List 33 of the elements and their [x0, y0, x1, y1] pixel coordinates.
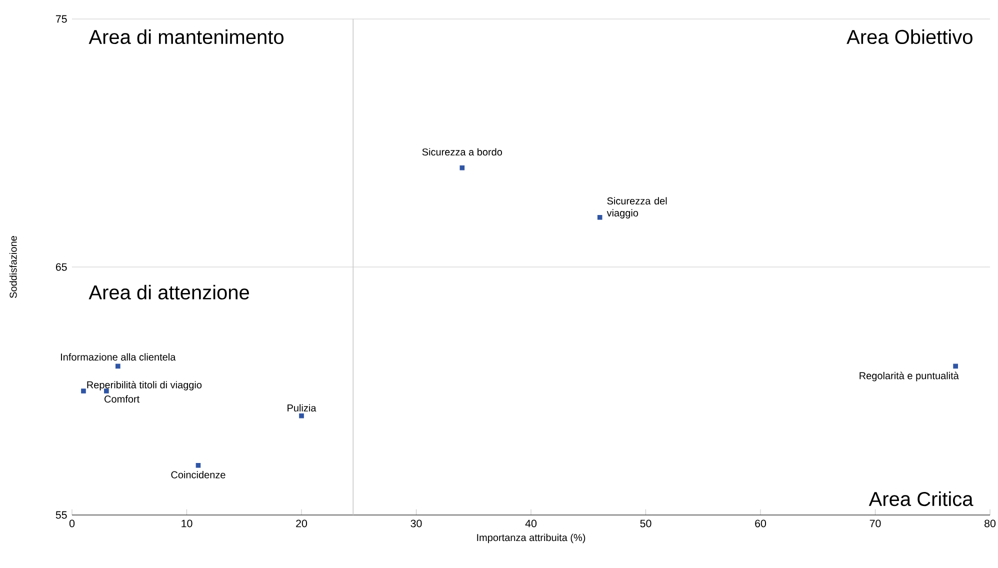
y-tick-label: 75 [56, 15, 67, 23]
y-tick-label: 55 [56, 511, 67, 519]
annotation: Area di attenzione [88, 284, 249, 300]
x-axis-title: Importanza attribuita (%) [477, 534, 586, 544]
annotation: Sicurezza a bordo [422, 148, 502, 156]
point [81, 388, 86, 394]
y-axis-title: Soddisfazione [9, 236, 17, 298]
x-tick-label: 40 [525, 520, 537, 528]
x-tick-label: 80 [984, 520, 996, 528]
point [953, 364, 958, 369]
annotation: Area Critica [868, 491, 974, 506]
point [116, 364, 120, 369]
annotation: Area di mantenimento [88, 29, 284, 44]
x-tick-label: 10 [182, 520, 192, 528]
annotation: Comfort [104, 395, 140, 403]
annotation: Reperibilità titoli di viaggio [87, 380, 202, 390]
point [299, 413, 304, 418]
point [597, 214, 602, 220]
x-tick-label: 70 [870, 520, 881, 528]
annotation: Coincidenze [171, 471, 226, 478]
x-tick-label: 60 [755, 520, 766, 528]
annotation: Pulizia [288, 404, 316, 412]
x-tick-label: 50 [640, 520, 652, 528]
y-tick-label: 65 [56, 263, 67, 271]
x-tick-label: 20 [296, 520, 308, 528]
x-tick-label: 0 [69, 520, 75, 528]
point [460, 165, 465, 170]
x-tick-label: 30 [410, 520, 422, 528]
annotation: Informazione alla clientela [61, 353, 176, 361]
annotation: Sicurezza del viaggio [606, 197, 667, 218]
annotation: Regolarità e puntualità [860, 372, 959, 382]
point [196, 462, 201, 468]
annotation: Area Obiettivo [846, 29, 972, 44]
